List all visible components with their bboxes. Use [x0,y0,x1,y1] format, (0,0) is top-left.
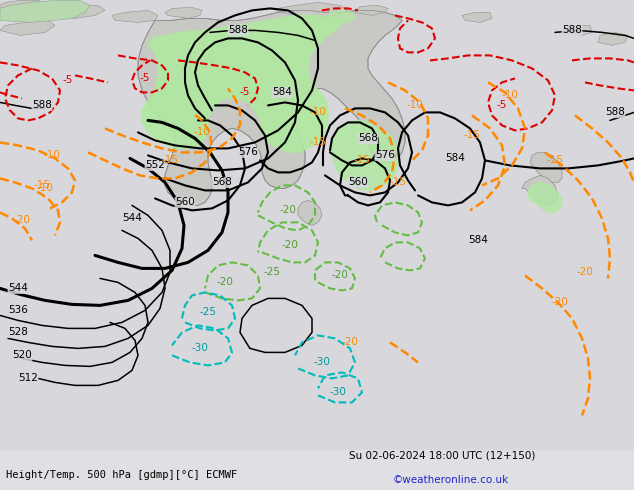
Text: 576: 576 [375,150,395,160]
Polygon shape [568,25,592,35]
Polygon shape [328,10,355,23]
Polygon shape [598,32,628,46]
Text: -15: -15 [547,155,564,166]
Text: 560: 560 [175,197,195,207]
Polygon shape [522,175,558,205]
Text: 584: 584 [468,235,488,245]
Polygon shape [530,152,562,182]
Text: 552: 552 [145,160,165,171]
Text: 560: 560 [348,177,368,187]
Text: Height/Temp. 500 hPa [gdmp][°C] ECMWF: Height/Temp. 500 hPa [gdmp][°C] ECMWF [6,470,238,480]
Text: -20: -20 [342,338,358,347]
Polygon shape [275,2,348,19]
Polygon shape [462,12,492,23]
Text: 584: 584 [445,153,465,163]
Polygon shape [298,200,322,225]
Polygon shape [142,15,342,152]
Polygon shape [0,21,55,35]
Text: 588: 588 [32,100,52,110]
Polygon shape [528,182,562,212]
Text: 568: 568 [212,177,232,187]
Text: Su 02-06-2024 18:00 UTC (12+150): Su 02-06-2024 18:00 UTC (12+150) [349,451,535,461]
Text: -25: -25 [200,307,216,318]
Text: -10: -10 [37,183,53,194]
Polygon shape [0,0,90,23]
Text: 588: 588 [562,25,582,35]
Polygon shape [138,10,405,205]
Text: -30: -30 [330,388,346,397]
Text: -15: -15 [354,155,370,166]
Text: 584: 584 [272,87,292,98]
Text: -20: -20 [280,205,297,216]
Text: -5: -5 [140,74,150,83]
Text: -20: -20 [217,277,233,288]
Text: 536: 536 [8,305,28,316]
Text: -30: -30 [191,343,209,353]
Text: 588: 588 [605,107,625,118]
Text: -15: -15 [34,180,51,191]
Text: -10: -10 [406,100,424,110]
Text: -10: -10 [501,90,519,100]
Text: -15: -15 [389,177,406,187]
Text: -20: -20 [576,268,593,277]
Text: 544: 544 [122,214,142,223]
Text: -20: -20 [552,297,569,307]
Text: -30: -30 [314,357,330,368]
Text: 576: 576 [238,147,258,157]
Polygon shape [0,0,45,10]
Text: 588: 588 [228,25,248,35]
Text: -20: -20 [281,241,299,250]
Text: -10: -10 [44,150,60,160]
Text: 520: 520 [12,350,32,361]
Text: -15: -15 [463,130,481,141]
Text: 528: 528 [8,327,28,338]
Polygon shape [332,121,398,191]
Text: -20: -20 [332,270,349,280]
Polygon shape [50,5,105,19]
Text: -15: -15 [162,155,179,166]
Text: -10: -10 [309,107,327,118]
Text: -5: -5 [240,87,250,98]
Polygon shape [165,7,202,19]
Text: -5: -5 [63,75,73,85]
Text: ©weatheronline.co.uk: ©weatheronline.co.uk [393,475,509,485]
Text: -20: -20 [13,216,30,225]
Text: -15: -15 [309,137,327,147]
Polygon shape [355,5,388,15]
Polygon shape [112,10,158,23]
Text: -25: -25 [264,268,280,277]
Text: 512: 512 [18,373,38,383]
Text: -5: -5 [497,100,507,110]
Text: -10: -10 [193,127,210,137]
Text: 568: 568 [358,133,378,144]
Text: 544: 544 [8,283,28,294]
